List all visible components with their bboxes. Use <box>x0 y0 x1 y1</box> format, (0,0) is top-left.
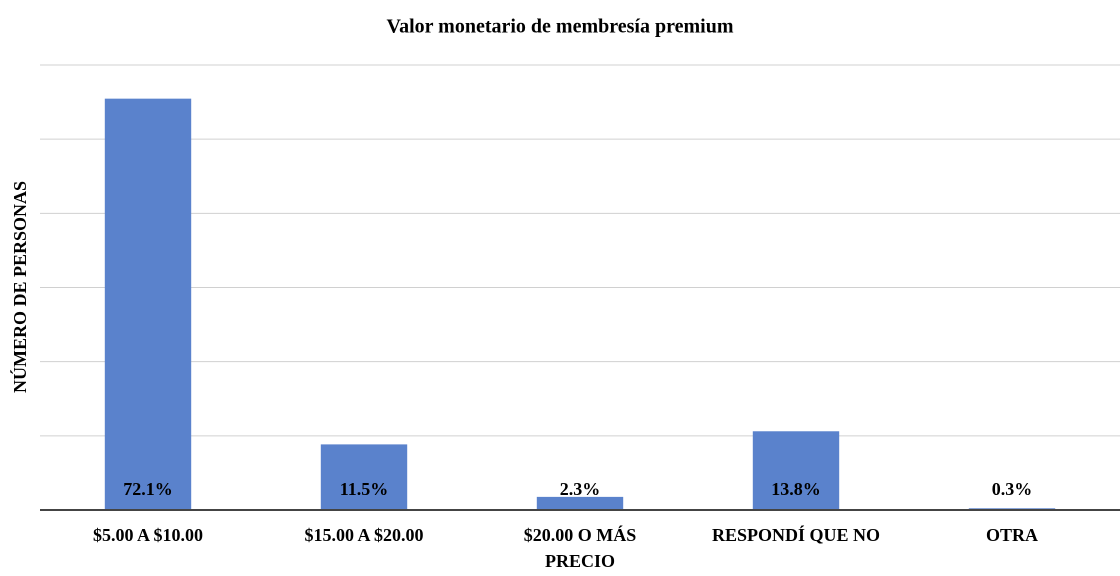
bar <box>320 444 408 510</box>
x-tick-label: $20.00 O MÁS PRECIO <box>523 525 637 571</box>
x-tick-label: OTRA <box>985 525 1039 545</box>
bar <box>536 496 624 510</box>
bar <box>104 98 192 511</box>
data-label: 13.8% <box>771 479 821 499</box>
y-axis-label: NÚMERO DE PERSONAS <box>9 181 30 393</box>
chart-title: Valor monetario de membresía premium <box>386 16 733 38</box>
bar <box>752 431 840 510</box>
data-label: 11.5% <box>340 479 389 499</box>
x-tick-label: RESPONDÍ QUE NO <box>711 525 881 545</box>
data-label: 72.1% <box>123 479 173 499</box>
x-tick-label: $5.00 A $10.00 <box>92 525 204 545</box>
data-label: 0.3% <box>992 479 1033 499</box>
x-tick-label: $15.00 A $20.00 <box>304 525 424 545</box>
data-label: 2.3% <box>560 479 601 499</box>
